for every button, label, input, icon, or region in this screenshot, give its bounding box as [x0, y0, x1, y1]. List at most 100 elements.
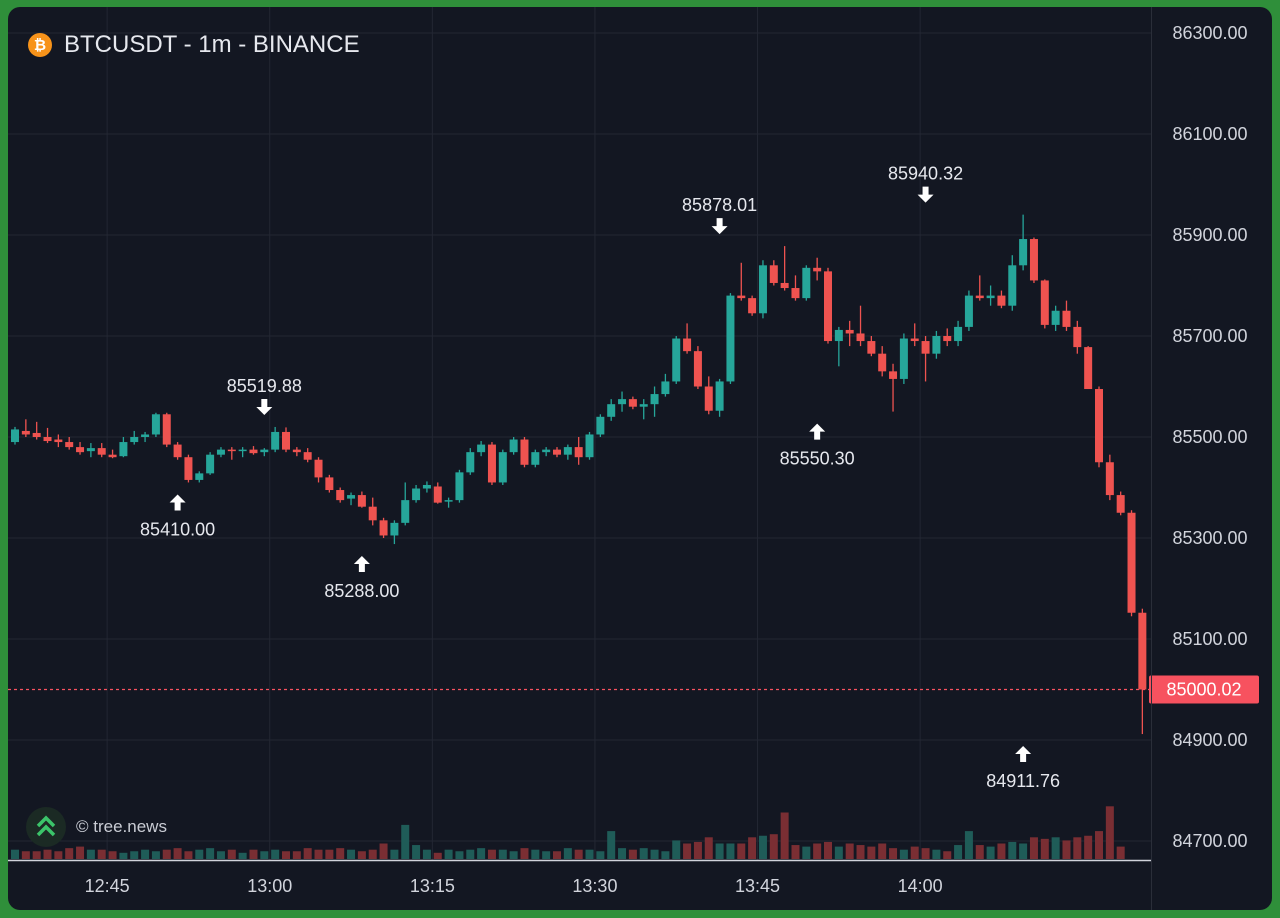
volume-bar	[54, 851, 63, 859]
candle-body	[542, 449, 551, 453]
arrow-down-icon	[256, 398, 273, 415]
candle-body	[628, 399, 637, 407]
candle-body	[498, 452, 507, 483]
volume-bar	[1084, 835, 1093, 859]
candle-body	[986, 295, 995, 299]
candle-body	[1127, 512, 1136, 613]
volume-bar	[889, 848, 898, 859]
volume-bar	[184, 851, 193, 859]
annotation-label: 85878.01	[682, 195, 757, 215]
candle-body	[834, 329, 843, 342]
x-tick-label: 13:30	[572, 876, 617, 896]
volume-bar	[11, 849, 19, 859]
y-tick-label: 85700.00	[1172, 326, 1247, 346]
volume-bar	[542, 851, 551, 859]
candle-body	[758, 265, 767, 314]
volume-bar	[303, 848, 312, 859]
volume-bar	[336, 848, 345, 859]
candle-body	[303, 452, 312, 460]
candle-body	[227, 449, 236, 452]
candle-body	[86, 448, 95, 452]
volume-bar	[639, 848, 648, 859]
candle-body	[618, 399, 627, 405]
volume-bar	[975, 845, 984, 859]
arrow-up-icon	[353, 556, 370, 573]
candle-body	[1008, 265, 1017, 306]
candle-body	[1095, 389, 1103, 463]
volume-bar	[715, 843, 724, 859]
y-tick-label: 85300.00	[1172, 528, 1247, 548]
volume-bar	[498, 849, 507, 859]
volume-bar	[791, 845, 800, 859]
volume-bar	[86, 849, 95, 859]
volume-bars	[11, 806, 1125, 859]
candle-body	[639, 404, 648, 407]
volume-bar	[780, 812, 789, 859]
volume-bar	[412, 845, 421, 859]
watermark: © tree.news	[26, 807, 167, 847]
candle-body	[932, 336, 941, 354]
volume-bar	[813, 843, 822, 859]
y-tick-label: 86300.00	[1172, 23, 1247, 43]
candle-body	[43, 437, 52, 442]
y-tick-label: 85100.00	[1172, 629, 1247, 649]
candle-body	[249, 449, 258, 454]
candle-body	[184, 457, 193, 480]
candle-body	[910, 338, 919, 342]
volume-bar	[986, 846, 995, 859]
candle-body	[596, 416, 605, 435]
candle-body	[921, 341, 930, 354]
candle-body	[347, 495, 356, 499]
arrow-down-icon	[917, 186, 934, 203]
candle-body	[97, 448, 106, 455]
y-tick-label: 85500.00	[1172, 427, 1247, 447]
volume-bar	[65, 848, 74, 859]
volume-bar	[314, 849, 323, 859]
volume-bar	[325, 849, 334, 859]
candle-body	[455, 472, 464, 501]
volume-bar	[379, 843, 388, 859]
candle-body	[867, 341, 876, 354]
candle-body	[466, 452, 475, 473]
candle-body	[726, 295, 735, 382]
candle-body	[238, 449, 247, 452]
volume-bar	[271, 849, 280, 859]
candle-body	[76, 447, 85, 453]
volume-bar	[910, 846, 919, 859]
candle-body	[1116, 495, 1125, 513]
annotation-label: 85940.32	[888, 164, 963, 184]
candle-body	[585, 434, 594, 458]
volume-bar	[693, 841, 702, 859]
y-tick-label: 85900.00	[1172, 225, 1247, 245]
candle-body	[195, 473, 204, 480]
volume-bar	[195, 849, 204, 859]
candlestick-chart[interactable]: 85519.88 85410.00 85288.00 85878.01 85550.30…	[8, 7, 1272, 910]
candle-body	[151, 414, 160, 435]
price-annotations: 85519.88 85410.00 85288.00 85878.01 85550.30…	[140, 164, 1060, 791]
arrow-up-icon	[809, 423, 826, 440]
volume-bar	[726, 843, 735, 859]
candle-body	[845, 329, 854, 334]
candle-body	[856, 333, 865, 342]
candle-body	[574, 447, 583, 458]
candle-body	[1029, 239, 1038, 281]
candle-body	[412, 488, 421, 501]
annotation-label: 85410.00	[140, 519, 215, 539]
volume-bar	[1105, 806, 1114, 859]
volume-bar	[238, 852, 247, 859]
volume-bar	[683, 843, 692, 859]
candle-body	[1062, 310, 1071, 327]
current-price-badge	[1149, 675, 1259, 704]
candle-body	[683, 338, 692, 352]
volume-bar	[260, 851, 269, 859]
volume-bar	[401, 824, 410, 859]
volume-bar	[1051, 837, 1060, 859]
candle-body	[509, 439, 518, 453]
volume-bar	[672, 840, 681, 859]
watermark-text: © tree.news	[76, 817, 167, 836]
candle-body	[553, 449, 561, 455]
candle-body	[748, 298, 757, 314]
volume-bar	[390, 849, 399, 859]
volume-bar	[737, 843, 746, 859]
volume-bar	[856, 845, 865, 859]
